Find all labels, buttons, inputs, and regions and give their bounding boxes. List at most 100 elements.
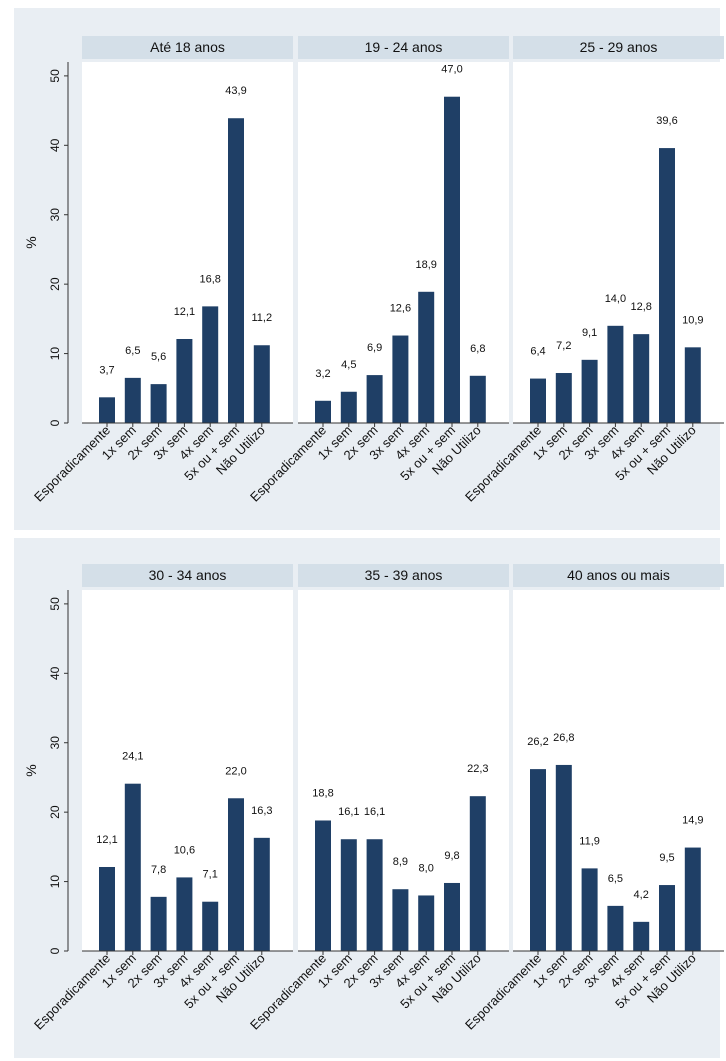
- data-label: 9,8: [444, 850, 459, 862]
- data-label: 12,1: [174, 306, 195, 318]
- panel-title: 40 anos ou mais: [567, 567, 670, 583]
- data-label: 12,6: [390, 303, 411, 315]
- bar: [340, 391, 357, 423]
- data-label: 3,2: [315, 368, 330, 380]
- bar: [581, 868, 598, 951]
- y-tick-label: 10: [48, 875, 62, 889]
- bar: [684, 847, 701, 951]
- bar: [659, 885, 675, 951]
- bar: [228, 798, 244, 951]
- panel-title: Até 18 anos: [150, 39, 225, 55]
- data-label: 9,1: [582, 327, 597, 339]
- data-label: 6,5: [125, 345, 140, 357]
- data-label: 7,8: [151, 864, 166, 876]
- bar: [469, 375, 486, 423]
- data-label: 47,0: [441, 64, 462, 76]
- bar: [253, 345, 270, 423]
- bar: [633, 334, 650, 423]
- bar: [581, 359, 598, 423]
- y-tick-label: 50: [48, 69, 62, 83]
- panel-strip: [298, 564, 509, 587]
- data-label: 5,6: [151, 351, 166, 363]
- bar: [469, 796, 486, 951]
- bar: [366, 839, 383, 951]
- panel-title: 30 - 34 anos: [149, 567, 227, 583]
- data-label: 14,0: [605, 293, 626, 305]
- bar: [418, 291, 435, 423]
- bar: [202, 306, 219, 423]
- data-label: 43,9: [225, 85, 246, 97]
- bar: [633, 921, 650, 951]
- bar: [124, 783, 141, 951]
- data-label: 3,7: [99, 364, 114, 376]
- data-label: 10,6: [174, 844, 195, 856]
- data-label: 6,4: [530, 346, 545, 358]
- bar: [202, 901, 219, 951]
- bar: [124, 377, 141, 423]
- bar: [392, 889, 409, 951]
- bar: [253, 837, 270, 951]
- y-tick-label: 30: [48, 736, 62, 750]
- data-label: 4,2: [634, 889, 649, 901]
- panel-strip: [513, 36, 724, 59]
- y-axis-label: %: [23, 764, 39, 776]
- data-label: 12,8: [630, 301, 651, 313]
- bar: [99, 397, 115, 423]
- data-label: 16,1: [338, 806, 359, 818]
- data-label: 8,0: [419, 862, 434, 874]
- panel-title: 35 - 39 anos: [365, 567, 443, 583]
- data-label: 11,9: [579, 835, 600, 847]
- bar: [444, 882, 460, 951]
- data-label: 22,3: [467, 763, 488, 775]
- data-label: 24,1: [122, 751, 143, 763]
- data-label: 6,9: [367, 342, 382, 354]
- bar: [392, 335, 409, 423]
- y-tick-label: 30: [48, 208, 62, 222]
- bar: [659, 148, 675, 424]
- data-label: 22,0: [225, 765, 246, 777]
- data-label: 18,9: [415, 259, 436, 271]
- data-label: 8,9: [393, 856, 408, 868]
- y-tick-label: 40: [48, 138, 62, 152]
- data-label: 4,5: [341, 359, 356, 371]
- bar: [176, 338, 193, 423]
- bar: [607, 325, 624, 423]
- bar: [315, 400, 331, 423]
- data-label: 7,2: [556, 340, 571, 352]
- y-tick-label: 0: [48, 947, 62, 954]
- data-label: 10,9: [682, 314, 703, 326]
- y-tick-label: 20: [48, 277, 62, 291]
- panel-strip: [82, 36, 293, 59]
- bar: [555, 764, 572, 951]
- data-label: 39,6: [656, 115, 677, 127]
- data-label: 26,2: [527, 736, 548, 748]
- data-label: 6,8: [470, 343, 485, 355]
- data-label: 18,8: [312, 787, 333, 799]
- panel-title: 19 - 24 anos: [365, 39, 443, 55]
- data-label: 12,1: [96, 834, 117, 846]
- panel-strip: [513, 564, 724, 587]
- bar: [340, 839, 357, 951]
- bar: [555, 373, 572, 423]
- bar: [607, 905, 624, 951]
- bar: [530, 378, 546, 423]
- bar: [530, 769, 546, 951]
- data-label: 7,1: [203, 869, 218, 881]
- bar: [418, 895, 435, 951]
- bar: [684, 347, 701, 423]
- data-label: 6,5: [608, 873, 623, 885]
- panel-strip: [298, 36, 509, 59]
- y-tick-label: 40: [48, 666, 62, 680]
- bar: [150, 384, 167, 423]
- data-label: 26,8: [553, 732, 574, 744]
- data-label: 16,1: [364, 806, 385, 818]
- data-label: 16,3: [251, 805, 272, 817]
- bar: [444, 96, 460, 423]
- bar: [176, 877, 193, 951]
- y-axis-label: %: [23, 236, 39, 248]
- bar: [99, 866, 115, 951]
- bar: [315, 820, 331, 951]
- data-label: 14,9: [682, 815, 703, 827]
